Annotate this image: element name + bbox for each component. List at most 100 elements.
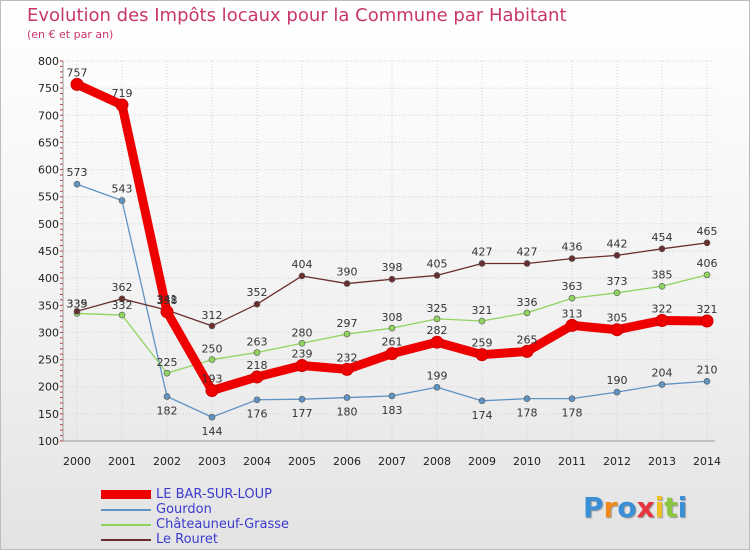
y-tick-label: 600 xyxy=(38,164,59,177)
data-label: 362 xyxy=(112,281,133,294)
data-label: 325 xyxy=(427,302,448,315)
data-point xyxy=(565,318,579,332)
data-label: 144 xyxy=(202,425,223,438)
x-tick-label: 2003 xyxy=(198,455,226,468)
y-tick-label: 800 xyxy=(38,55,59,68)
data-label: 218 xyxy=(247,359,268,372)
y-tick-label: 350 xyxy=(38,299,59,312)
data-point xyxy=(253,349,261,356)
data-point xyxy=(343,280,351,287)
x-tick-label: 2002 xyxy=(153,455,181,468)
data-point xyxy=(610,323,624,337)
data-point xyxy=(163,393,171,400)
data-label: 405 xyxy=(427,257,448,270)
data-point xyxy=(115,98,129,112)
data-label: 313 xyxy=(562,307,583,320)
data-label: 322 xyxy=(652,302,673,315)
data-label: 385 xyxy=(652,268,673,281)
y-tick-label: 750 xyxy=(38,82,59,95)
data-label: 338 xyxy=(157,294,178,307)
proxiti-logo: Proxiti xyxy=(583,491,687,524)
y-tick-label: 550 xyxy=(38,191,59,204)
data-label: 321 xyxy=(697,303,718,316)
logo-letter: t xyxy=(664,491,678,524)
data-label: 454 xyxy=(652,231,673,244)
data-label: 757 xyxy=(67,66,88,79)
y-tick-label: 200 xyxy=(38,381,59,394)
data-label: 442 xyxy=(607,237,628,250)
data-point xyxy=(298,395,306,403)
x-tick-label: 2011 xyxy=(558,455,586,468)
line-chart: 100 150 200 250 300 350 400 450 500 550 600 650 700 7… xyxy=(38,55,721,468)
data-point xyxy=(658,282,666,290)
data-label: 336 xyxy=(517,296,538,309)
x-tick-label: 2004 xyxy=(243,455,271,468)
data-point xyxy=(433,272,441,279)
data-label: 335 xyxy=(67,297,88,310)
data-point xyxy=(340,362,354,376)
data-label: 363 xyxy=(562,280,583,293)
legend-label: LE BAR-SUR-LOUP xyxy=(156,487,272,502)
data-point xyxy=(523,260,531,267)
data-label: 178 xyxy=(562,407,583,420)
y-tick-label: 250 xyxy=(38,354,59,367)
data-label: 427 xyxy=(472,245,493,258)
data-label: 543 xyxy=(112,183,133,196)
logo-letter: o xyxy=(617,491,637,524)
data-point xyxy=(208,413,216,421)
y-tick-label: 100 xyxy=(38,435,59,448)
data-label: 436 xyxy=(562,241,583,254)
data-point xyxy=(388,275,396,283)
data-label: 239 xyxy=(292,348,313,361)
data-label: 178 xyxy=(517,407,538,420)
data-label: 339 xyxy=(67,297,88,310)
chart-title: Evolution des Impôts locaux pour la Comm… xyxy=(27,5,567,26)
data-label: 204 xyxy=(652,367,673,380)
x-tick-label: 2013 xyxy=(648,455,676,468)
x-tick-label: 2001 xyxy=(108,455,136,468)
data-point xyxy=(433,383,441,391)
x-tick-label: 2014 xyxy=(693,455,721,468)
logo-letter: P xyxy=(583,491,604,524)
data-label: 390 xyxy=(337,266,358,279)
data-label: 406 xyxy=(697,257,718,270)
data-label: 261 xyxy=(382,336,403,349)
data-label: 183 xyxy=(382,404,403,417)
data-label: 180 xyxy=(337,406,358,419)
data-point xyxy=(658,381,666,388)
data-point xyxy=(475,348,489,362)
data-label: 297 xyxy=(337,317,358,330)
logo-letter: x xyxy=(636,491,655,524)
data-point xyxy=(253,300,261,308)
data-label: 305 xyxy=(607,312,628,325)
data-point xyxy=(430,335,444,349)
data-point xyxy=(70,77,84,91)
data-label: 265 xyxy=(517,333,538,346)
data-label: 373 xyxy=(607,275,628,288)
data-point xyxy=(343,330,351,338)
data-label: 321 xyxy=(472,304,493,317)
data-point xyxy=(295,359,309,373)
chart-subtitle: (en € et par an) xyxy=(27,28,114,41)
data-label: 193 xyxy=(202,373,223,386)
data-label: 465 xyxy=(697,225,718,238)
data-label: 719 xyxy=(112,87,133,100)
data-point xyxy=(613,252,621,259)
data-point xyxy=(160,305,174,319)
data-point xyxy=(478,260,486,267)
y-tick-label: 650 xyxy=(38,136,59,149)
data-point xyxy=(478,317,486,325)
data-point xyxy=(703,239,711,247)
legend-label: Le Rouret xyxy=(156,532,218,547)
data-label: 573 xyxy=(67,166,88,179)
data-label: 280 xyxy=(292,326,313,339)
data-label: 404 xyxy=(292,258,313,271)
data-label: 176 xyxy=(247,408,268,421)
data-label: 232 xyxy=(337,351,358,364)
y-tick-label: 150 xyxy=(38,408,59,421)
legend-swatch xyxy=(101,509,151,511)
legend-label: Gourdon xyxy=(156,502,212,517)
data-point xyxy=(703,271,711,279)
data-point xyxy=(250,370,264,384)
